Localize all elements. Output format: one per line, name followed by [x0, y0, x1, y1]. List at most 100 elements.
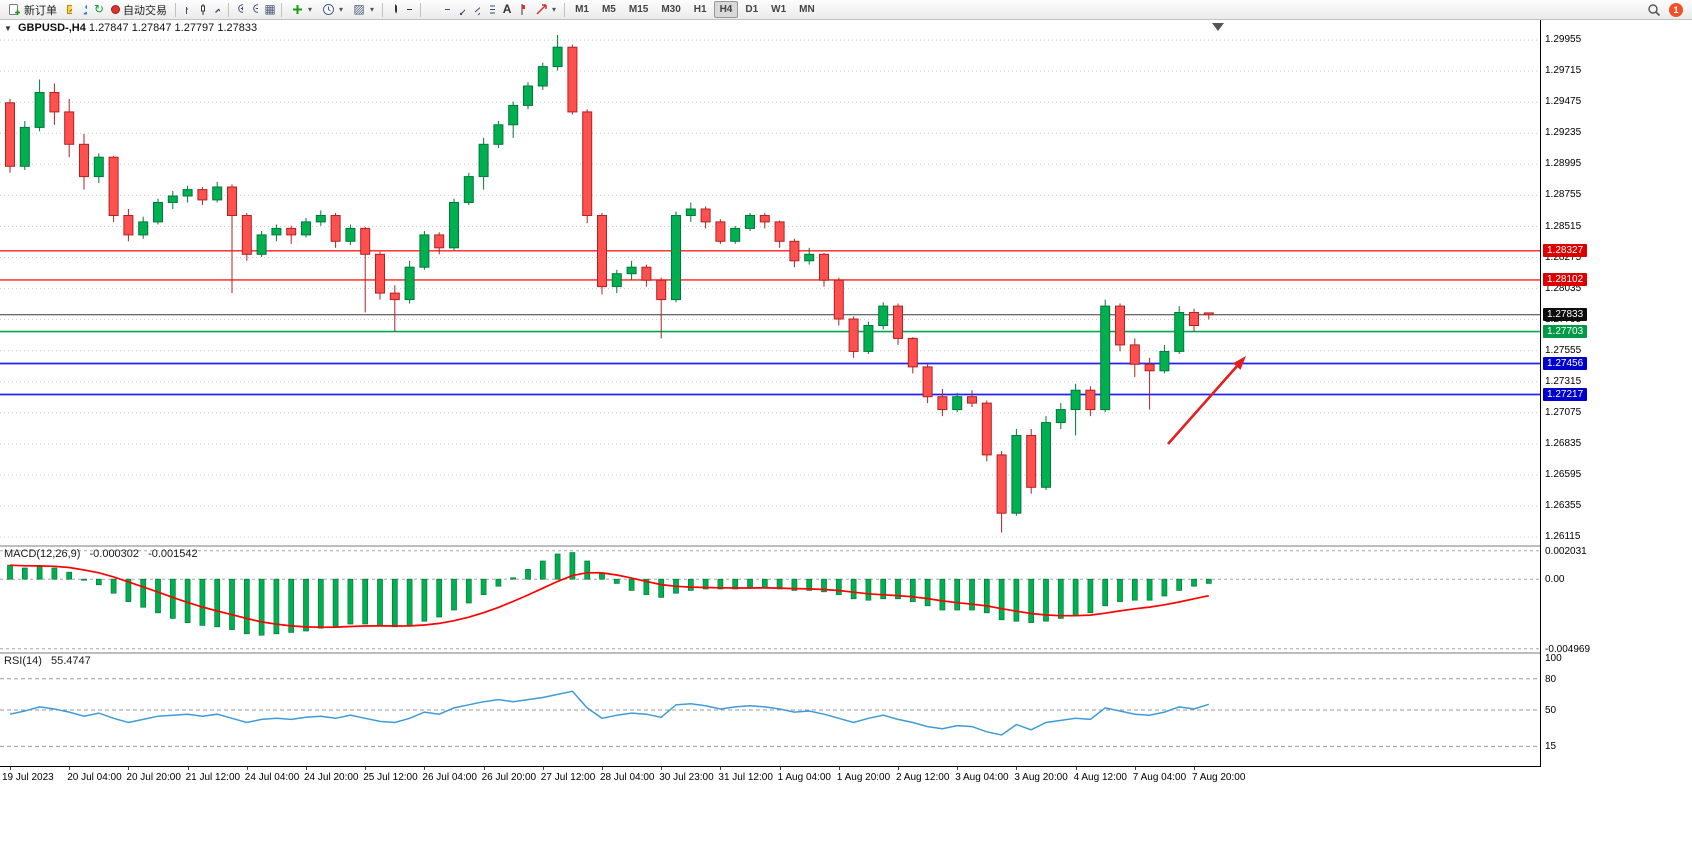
- chevron-down-icon: ▾: [370, 5, 375, 14]
- time-axis-label: 3 Aug 04:00: [955, 772, 1009, 783]
- auto-trading-button[interactable]: 自动交易: [107, 1, 171, 19]
- notification-badge[interactable]: 1: [1669, 2, 1683, 17]
- toolbar-right-group: 1: [1647, 2, 1689, 17]
- timeframe-mn[interactable]: MN: [799, 4, 815, 15]
- candles-series: [5, 34, 1214, 533]
- cursor-tool-button[interactable]: [387, 3, 401, 17]
- zoom-out-button[interactable]: [248, 3, 262, 17]
- arrow-annotation[interactable]: [1167, 361, 1242, 445]
- fibonacci-tool[interactable]: [485, 3, 499, 17]
- toolbar-separator: [564, 2, 566, 17]
- symbol-period-label: GBPUSD-,H4: [17, 22, 86, 34]
- add-indicator-icon: [290, 3, 304, 17]
- macd-name: MACD(12,26,9): [4, 548, 81, 560]
- support-line-tag: 1.27456: [1543, 356, 1588, 370]
- timeframe-d1[interactable]: D1: [745, 4, 759, 15]
- text-tool[interactable]: A: [502, 2, 512, 16]
- arrows-tool-button[interactable]: ▾: [530, 1, 560, 19]
- time-axis-tick: [10, 767, 11, 770]
- time-axis-label: 1 Aug 20:00: [836, 772, 891, 783]
- price-chart[interactable]: [0, 20, 1540, 545]
- candlestick-chart-button[interactable]: [195, 3, 209, 17]
- label-tool[interactable]: [515, 3, 529, 17]
- toolbar-separator: [228, 2, 229, 17]
- new-order-button[interactable]: 新订单: [3, 1, 61, 19]
- time-axis-tick: [365, 767, 367, 770]
- price-scale-label: 1.29715: [1545, 65, 1582, 77]
- chart-shift-marker[interactable]: [1212, 23, 1224, 31]
- line-chart-button[interactable]: [210, 3, 224, 17]
- time-axis-tick: [661, 767, 663, 770]
- macd-signal-line: [9, 564, 1209, 629]
- chart-title: ▼ GBPUSD-,H4 1.27847 1.27847 1.27797 1.2…: [4, 22, 257, 34]
- macd-chart[interactable]: [0, 547, 1540, 652]
- time-axis-tick: [1194, 767, 1195, 770]
- arrow-shape-icon: [534, 3, 548, 17]
- macd-signal-value: -0.001542: [148, 548, 198, 560]
- time-axis[interactable]: 19 Jul 2023 20 Jul 04:00 20 Jul 20:00 21 Ju…: [0, 766, 1578, 788]
- rsi-scale-label: 80: [1545, 673, 1557, 685]
- horizontal-line-tool[interactable]: [440, 3, 454, 17]
- time-axis-label: 27 Jul 12:00: [540, 772, 596, 783]
- channel-tool[interactable]: [470, 3, 484, 17]
- price-scale-label: 1.29235: [1545, 127, 1582, 139]
- panel-splitter[interactable]: [0, 652, 1578, 654]
- price-scale-label: 1.29475: [1545, 96, 1582, 108]
- time-axis-label: 20 Jul 04:00: [67, 772, 122, 783]
- time-axis-tick: [957, 767, 959, 770]
- time-axis-tick: [306, 767, 307, 770]
- bar-chart-button[interactable]: [180, 3, 194, 17]
- new-order-label: 新订单: [24, 4, 57, 17]
- time-axis-label: 24 Jul 20:00: [304, 772, 359, 783]
- vertical-line-tool[interactable]: [425, 3, 439, 17]
- rsi-chart[interactable]: [0, 654, 1540, 766]
- time-axis-label: 31 Jul 12:00: [718, 772, 773, 783]
- trendline-tool[interactable]: [455, 3, 469, 17]
- panel-splitter[interactable]: [0, 545, 1578, 547]
- chevron-down-icon: ▾: [552, 5, 557, 14]
- price-chart-panel: ▼ GBPUSD-,H4 1.27847 1.27847 1.27797 1.2…: [0, 20, 1540, 545]
- time-axis-label: 20 Jul 20:00: [126, 772, 181, 783]
- templates-button[interactable]: ▨ ▾: [348, 1, 378, 19]
- time-axis-label: 2 Aug 12:00: [896, 772, 950, 783]
- timeframe-h1[interactable]: H1: [693, 4, 707, 15]
- price-scale[interactable]: 1.29955 1.29715 1.29475 1.29235 1.28995 1.287…: [1540, 20, 1662, 767]
- time-axis-tick: [602, 767, 603, 770]
- timeframe-m5[interactable]: M5: [601, 4, 616, 15]
- timeframe-m30[interactable]: M30: [661, 4, 681, 15]
- metaeditor-icon[interactable]: [62, 3, 76, 17]
- rsi-name: RSI(14): [4, 655, 42, 667]
- tile-windows-button[interactable]: ▦: [264, 2, 276, 16]
- timeframe-w1[interactable]: W1: [771, 4, 787, 15]
- time-axis-label: 21 Jul 12:00: [185, 772, 241, 783]
- zoom-in-button[interactable]: [233, 3, 247, 17]
- time-axis-tick: [720, 767, 722, 770]
- macd-label-row: MACD(12,26,9) -0.000302 -0.001542: [4, 548, 198, 560]
- timeframe-m1[interactable]: M1: [575, 4, 589, 15]
- timeframe-m15[interactable]: M15: [628, 4, 649, 15]
- one-click-trading-toggle[interactable]: ▼: [4, 24, 12, 33]
- indicators-button[interactable]: ▾: [286, 1, 316, 19]
- time-axis-tick: [424, 767, 426, 770]
- rsi-label-row: RSI(14) 55.4747: [4, 655, 91, 667]
- refresh-icon[interactable]: ↻: [93, 2, 105, 16]
- toolbar-separator: [281, 2, 282, 17]
- market-watch-icon[interactable]: [77, 3, 91, 17]
- support-line-tag: 1.27703: [1543, 324, 1588, 338]
- price-scale-label: 1.26835: [1545, 437, 1582, 449]
- time-axis-label: 1 Aug 04:00: [777, 772, 831, 783]
- search-icon[interactable]: [1647, 3, 1661, 17]
- price-scale-label: 1.29955: [1545, 34, 1582, 46]
- macd-histogram: [7, 552, 1212, 636]
- main-toolbar: 新订单 ↻ 自动交易 ▦ ▾ ▾ ▨ ▾: [0, 0, 1692, 20]
- timeframe-h4[interactable]: H4: [713, 1, 739, 18]
- crosshair-tool-button[interactable]: [402, 3, 416, 17]
- support-line-tag: 1.27217: [1543, 387, 1588, 401]
- toolbar-separator: [382, 2, 384, 17]
- periods-button[interactable]: ▾: [317, 1, 347, 19]
- chevron-down-icon: ▾: [308, 5, 313, 14]
- chart-window: ▼ GBPUSD-,H4 1.27847 1.27847 1.27797 1.2…: [0, 20, 1692, 850]
- time-axis-tick: [779, 767, 781, 770]
- price-scale-label: 1.28995: [1545, 158, 1582, 170]
- rsi-scale-label: 100: [1545, 653, 1562, 664]
